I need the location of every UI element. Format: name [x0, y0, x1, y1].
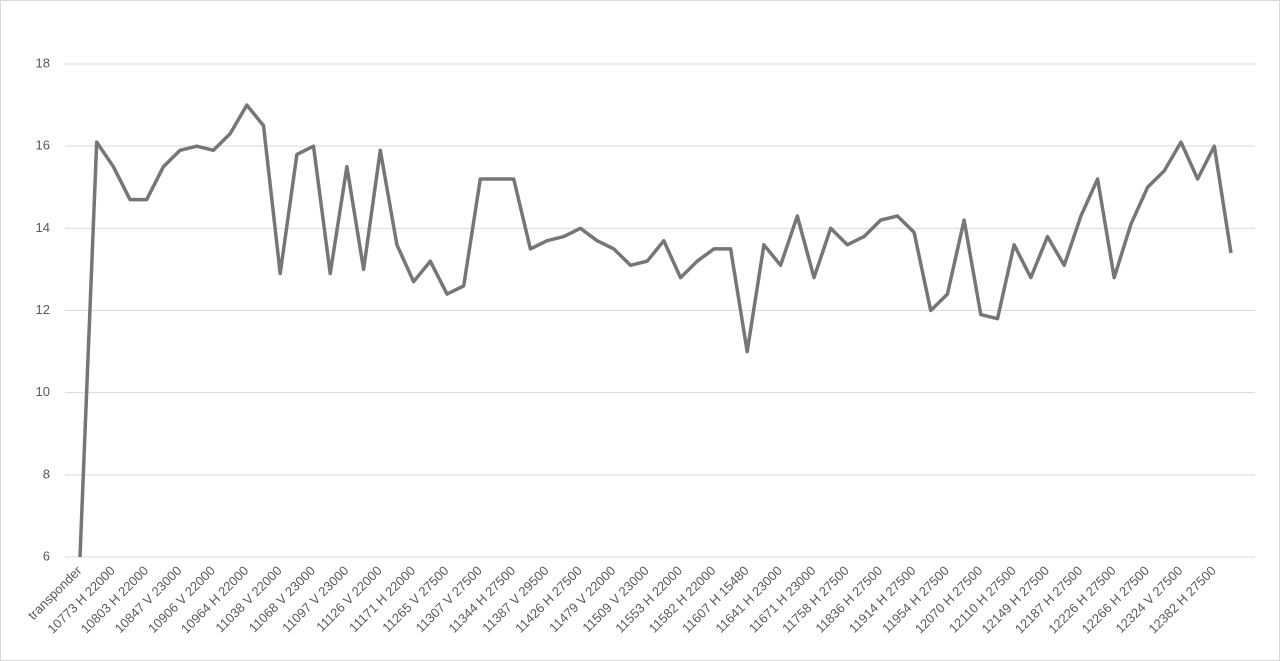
data-line	[78, 103, 1233, 558]
y-tick-label: 12	[36, 302, 50, 317]
y-tick-label: 18	[36, 55, 50, 70]
y-tick-label: 16	[36, 138, 50, 153]
y-tick-label: 8	[43, 466, 50, 481]
y-tick-label: 10	[36, 384, 50, 399]
y-tick-label: 6	[43, 548, 50, 563]
y-tick-label: 14	[36, 220, 50, 235]
